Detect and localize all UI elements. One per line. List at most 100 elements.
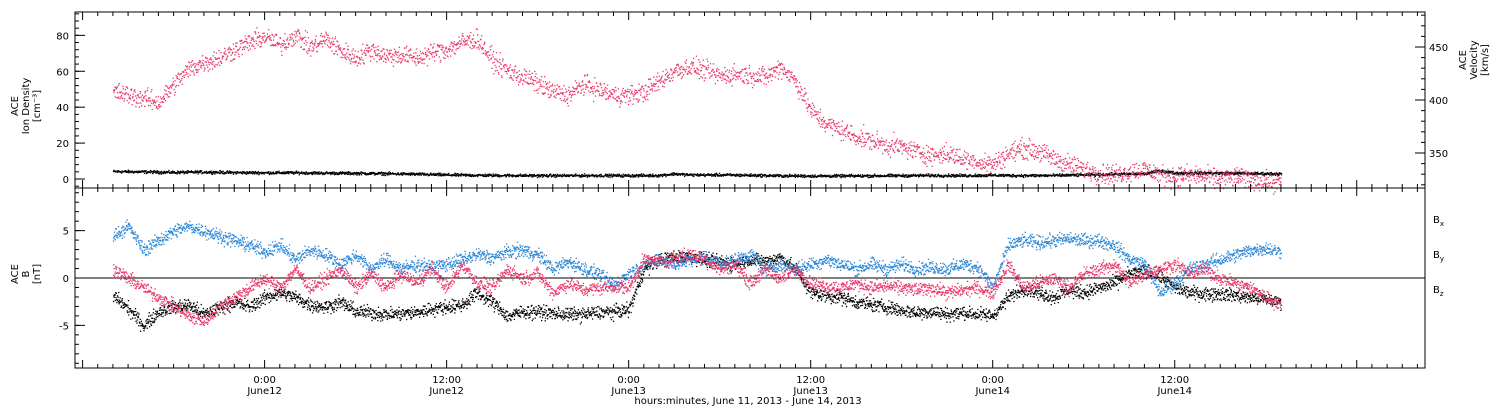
density-series-point <box>791 175 793 177</box>
velocity-series-point <box>553 88 555 90</box>
density-series-point <box>374 172 376 174</box>
velocity-series-point <box>349 63 352 65</box>
velocity-series-point <box>220 51 222 54</box>
velocity-series-point <box>672 76 674 79</box>
velocity-series-point <box>177 77 179 80</box>
density-series-point <box>368 173 370 175</box>
density-series-point <box>260 171 262 174</box>
velocity-series-point <box>632 93 634 95</box>
density-series-point <box>1023 176 1025 179</box>
density-series-point <box>812 175 814 177</box>
density-series-point <box>337 172 340 174</box>
velocity-series-point <box>193 72 195 74</box>
density-series-point <box>143 170 145 173</box>
density-series-point <box>310 172 312 174</box>
density-series-point <box>418 172 420 175</box>
density-series-point <box>943 176 945 178</box>
density-series-point <box>179 172 181 174</box>
density-series-point <box>980 176 982 178</box>
density-series-point <box>144 172 146 174</box>
velocity-series-point <box>185 71 187 74</box>
density-series-point <box>635 174 637 176</box>
velocity-series-point <box>536 77 538 79</box>
density-series-point <box>839 175 841 178</box>
density-series-point <box>918 176 920 178</box>
density-series-point <box>511 174 513 176</box>
velocity-series-point <box>714 83 716 85</box>
velocity-series-point <box>619 106 621 108</box>
velocity-series-point <box>227 55 229 57</box>
density-series-point <box>1086 172 1088 175</box>
density-series-point <box>561 175 563 178</box>
density-series-point <box>979 175 982 177</box>
density-series-point <box>168 169 170 172</box>
density-series-point <box>383 172 385 174</box>
density-series-point <box>254 173 256 175</box>
density-series-point <box>785 175 787 178</box>
density-series-point <box>797 176 799 178</box>
density-series-point <box>349 171 351 173</box>
velocity-series-point <box>627 103 630 106</box>
velocity-series-point <box>383 48 385 50</box>
density-series-point <box>1101 173 1103 175</box>
velocity-series-point <box>183 76 186 79</box>
density-series-point <box>306 172 308 174</box>
velocity-series-point <box>343 48 346 50</box>
density-series-point <box>765 174 767 176</box>
density-series-point <box>735 175 737 177</box>
density-series-point <box>128 170 130 172</box>
density-series-point <box>660 175 662 177</box>
velocity-series-point <box>423 58 426 60</box>
density-series-point <box>608 175 611 177</box>
density-series-point <box>235 173 237 175</box>
velocity-series-point <box>405 47 407 49</box>
density-series-point <box>984 174 986 177</box>
density-series-point <box>743 174 746 177</box>
density-series-point <box>801 176 803 178</box>
density-series-point <box>955 175 958 177</box>
velocity-series-point <box>368 46 371 48</box>
density-series-point <box>635 173 638 176</box>
density-series-point <box>197 171 199 173</box>
density-series-point <box>236 172 238 174</box>
velocity-series-point <box>398 55 400 57</box>
velocity-series-point <box>359 63 362 65</box>
velocity-series-point <box>183 71 185 73</box>
density-series-point <box>599 176 602 178</box>
density-series-point <box>786 174 789 176</box>
density-series-point <box>516 175 518 177</box>
density-series-point <box>866 175 868 178</box>
density-series-point <box>990 172 992 175</box>
density-series-point <box>707 173 709 175</box>
velocity-series-point <box>693 67 695 70</box>
velocity-series-point <box>458 36 460 38</box>
density-series-point <box>552 175 554 177</box>
velocity-series-point <box>707 60 709 63</box>
density-series-point <box>434 174 437 176</box>
velocity-series-point <box>508 77 511 79</box>
density-series-point <box>866 174 869 176</box>
velocity-series-point <box>354 50 356 52</box>
velocity-axis-label: ACEVelocity[km/s] <box>1458 40 1491 79</box>
density-series-point <box>1085 174 1087 177</box>
density-series-point <box>566 175 568 177</box>
velocity-series-point <box>552 90 554 92</box>
velocity-series-point <box>327 34 329 37</box>
density-series-point <box>945 174 947 176</box>
density-series-point <box>185 171 187 173</box>
density-series-point <box>293 173 295 175</box>
velocity-series-point <box>726 69 728 71</box>
density-series-point <box>1161 171 1163 173</box>
density-series-point <box>955 176 957 178</box>
velocity-series-point <box>185 73 187 76</box>
density-series-point <box>722 174 724 176</box>
density-series-point <box>942 176 944 178</box>
density-series-point <box>157 170 159 173</box>
velocity-series-point <box>662 70 664 73</box>
density-series-point <box>999 174 1001 177</box>
density-series-point <box>931 173 933 175</box>
density-series-point <box>673 172 676 175</box>
velocity-series-point <box>552 83 554 85</box>
velocity-series-point <box>252 44 254 46</box>
density-series-point <box>783 176 785 178</box>
